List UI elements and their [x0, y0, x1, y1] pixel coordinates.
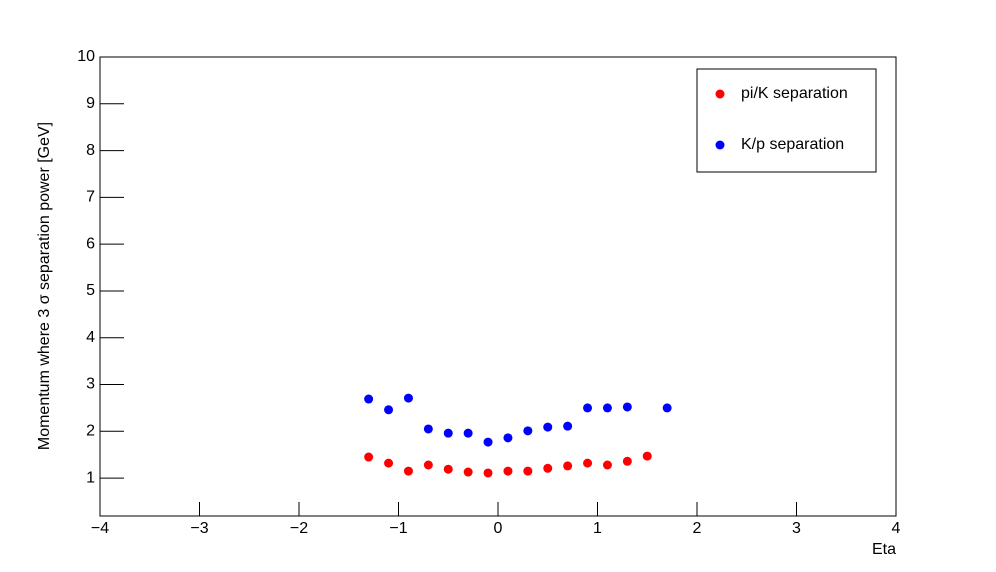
y-tick-label: 6 — [86, 235, 95, 252]
legend-label: K/p separation — [741, 136, 844, 153]
data-point — [662, 403, 672, 413]
plot-frame — [99, 56, 897, 517]
y-tick-label: 5 — [86, 282, 95, 299]
x-tick-label: 2 — [693, 520, 702, 537]
legend-label: pi/K separation — [741, 85, 848, 102]
legend-marker — [715, 140, 725, 150]
data-point — [543, 463, 553, 473]
data-point — [443, 428, 453, 438]
data-point — [563, 461, 573, 471]
data-point — [523, 466, 533, 476]
y-tick-label: 10 — [77, 48, 95, 65]
y-tick-label: 7 — [86, 189, 95, 206]
data-point — [403, 393, 413, 403]
x-tick-label: −4 — [91, 520, 109, 537]
x-tick-label: 4 — [892, 520, 901, 537]
data-point — [523, 426, 533, 436]
data-point — [483, 437, 493, 447]
data-point — [602, 403, 612, 413]
data-point — [622, 456, 632, 466]
data-point — [503, 466, 513, 476]
y-tick-label: 4 — [86, 329, 95, 346]
y-tick-label: 3 — [86, 376, 95, 393]
data-point — [423, 424, 433, 434]
x-tick-label: −2 — [290, 520, 308, 537]
legend-marker — [715, 89, 725, 99]
y-axis-title: Momentum where 3 σ separation power [GeV… — [36, 122, 53, 450]
data-point — [384, 458, 394, 468]
data-point — [443, 464, 453, 474]
data-point — [364, 452, 374, 462]
data-point — [583, 403, 593, 413]
y-tick-label: 8 — [86, 142, 95, 159]
x-tick-label: 3 — [792, 520, 801, 537]
x-tick-label: −1 — [389, 520, 407, 537]
data-point — [423, 460, 433, 470]
legend-box — [696, 68, 877, 173]
data-point — [483, 468, 493, 478]
data-point — [642, 451, 652, 461]
data-point — [503, 433, 513, 443]
data-point — [602, 460, 612, 470]
data-point — [463, 467, 473, 477]
data-point — [543, 422, 553, 432]
data-point — [463, 428, 473, 438]
y-tick-label: 9 — [86, 95, 95, 112]
x-tick-label: 0 — [494, 520, 503, 537]
x-tick-label: 1 — [593, 520, 602, 537]
data-point — [364, 394, 374, 404]
y-tick-label: 1 — [86, 469, 95, 486]
data-point — [583, 458, 593, 468]
data-point — [622, 402, 632, 412]
x-tick-label: −3 — [190, 520, 208, 537]
y-tick-label: 2 — [86, 423, 95, 440]
data-point — [403, 466, 413, 476]
data-point — [384, 405, 394, 415]
data-point — [563, 421, 573, 431]
x-axis-title: Eta — [872, 541, 896, 558]
